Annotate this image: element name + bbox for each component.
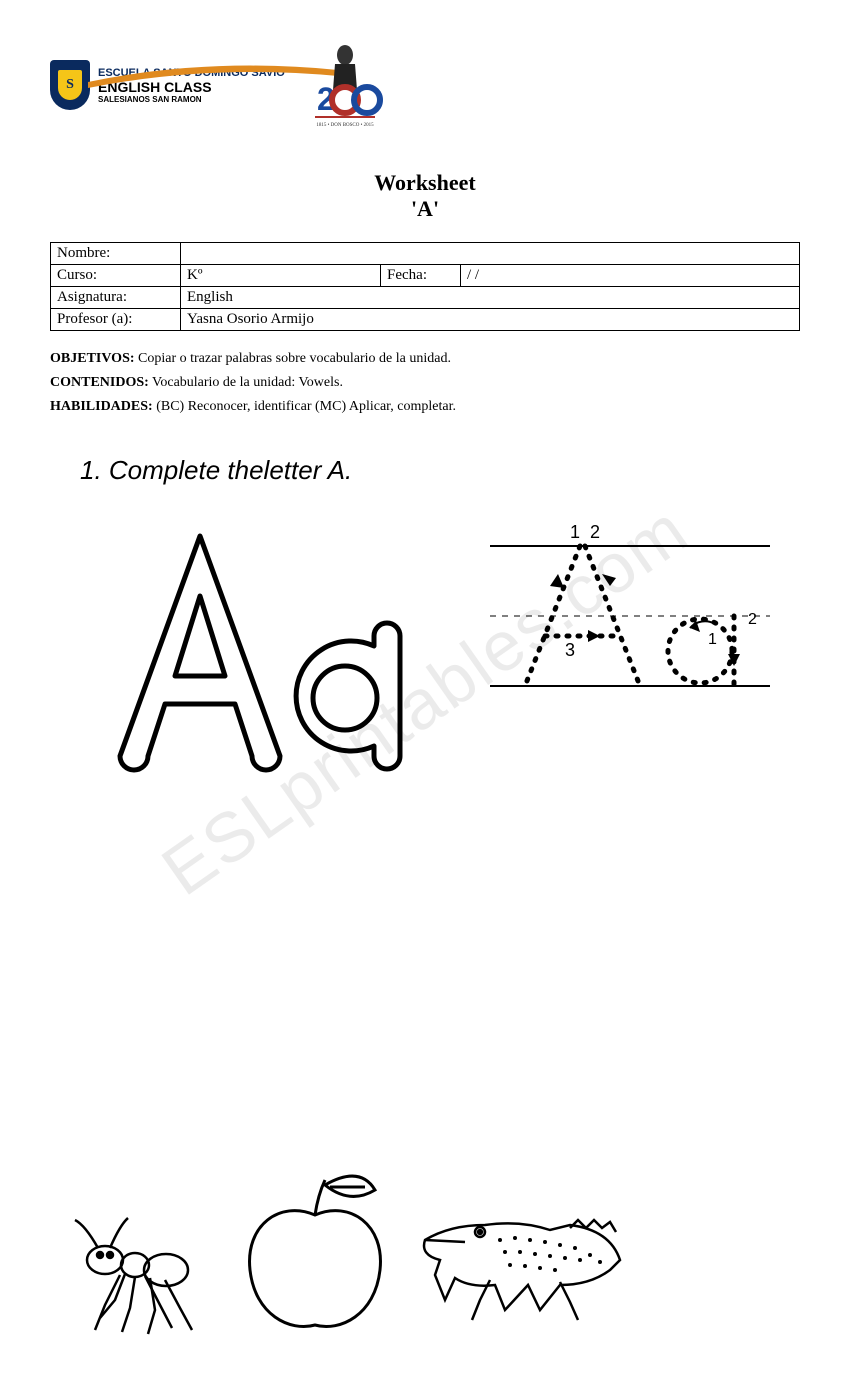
curso-label: Curso: bbox=[51, 265, 181, 287]
anniversary-logo: 2 1815 • DON BOSCO • 2015 bbox=[305, 40, 385, 130]
profesor-value: Yasna Osorio Armijo bbox=[181, 309, 800, 331]
swoosh-icon bbox=[88, 62, 338, 92]
info-table: Nombre: Curso: Kº Fecha: / / Asignatura:… bbox=[50, 242, 800, 331]
shield-letter: S bbox=[58, 70, 82, 100]
shield-icon: S bbox=[50, 60, 90, 110]
header-logos: S ESCUELA SANTO DOMINGO SAVIO ENGLISH CL… bbox=[50, 40, 800, 130]
worksheet-subtitle: 'A' bbox=[50, 196, 800, 222]
big-letter-Aa bbox=[90, 516, 450, 781]
title-block: Worksheet 'A' bbox=[50, 170, 800, 222]
nombre-value[interactable] bbox=[181, 243, 800, 265]
contenidos: CONTENIDOS: Vocabulario de la unidad: Vo… bbox=[50, 375, 800, 391]
objetivos-text: Copiar o trazar palabras sobre vocabular… bbox=[135, 351, 451, 366]
habilidades-label: HABILIDADES: bbox=[50, 399, 153, 414]
asignatura-value: English bbox=[181, 287, 800, 309]
anniversary-years: 1815 • DON BOSCO • 2015 bbox=[316, 123, 374, 128]
trace-n1: 1 bbox=[570, 522, 580, 542]
fecha-label: Fecha: bbox=[381, 265, 461, 287]
table-row: Profesor (a): Yasna Osorio Armijo bbox=[51, 309, 800, 331]
habilidades: HABILIDADES: (BC) Reconocer, identificar… bbox=[50, 399, 800, 415]
alligator-icon bbox=[410, 1170, 640, 1340]
worksheet-title: Worksheet bbox=[50, 170, 800, 196]
trace-n3: 3 bbox=[565, 640, 575, 660]
letter-row: 1 2 3 1 2 bbox=[90, 516, 800, 781]
vocabulary-images bbox=[50, 1160, 640, 1340]
profesor-label: Profesor (a): bbox=[51, 309, 181, 331]
objetivos: OBJETIVOS: Copiar o trazar palabras sobr… bbox=[50, 351, 800, 367]
ant-icon bbox=[50, 1200, 220, 1340]
curso-value[interactable]: Kº bbox=[181, 265, 381, 287]
trace-small-n1: 1 bbox=[708, 631, 717, 648]
table-row: Curso: Kº Fecha: / / bbox=[51, 265, 800, 287]
school-logo-left: S ESCUELA SANTO DOMINGO SAVIO ENGLISH CL… bbox=[50, 60, 285, 110]
school-text: ESCUELA SANTO DOMINGO SAVIO ENGLISH CLAS… bbox=[98, 67, 285, 104]
trace-guide: 1 2 3 1 2 bbox=[490, 516, 770, 721]
habilidades-text: (BC) Reconocer, identificar (MC) Aplicar… bbox=[153, 399, 456, 414]
fecha-value[interactable]: / / bbox=[461, 265, 800, 287]
apple-icon bbox=[230, 1160, 400, 1340]
objetivos-label: OBJETIVOS: bbox=[50, 351, 135, 366]
instruction-text: 1. Complete theletter A. bbox=[80, 455, 800, 486]
contenidos-label: CONTENIDOS: bbox=[50, 375, 149, 390]
asignatura-label: Asignatura: bbox=[51, 287, 181, 309]
contenidos-text: Vocabulario de la unidad: Vowels. bbox=[149, 375, 343, 390]
table-row: Asignatura: English bbox=[51, 287, 800, 309]
table-row: Nombre: bbox=[51, 243, 800, 265]
trace-small-n2: 2 bbox=[748, 611, 757, 628]
trace-n2: 2 bbox=[590, 522, 600, 542]
nombre-label: Nombre: bbox=[51, 243, 181, 265]
sub-line: SALESIANOS SAN RAMON bbox=[98, 95, 285, 104]
